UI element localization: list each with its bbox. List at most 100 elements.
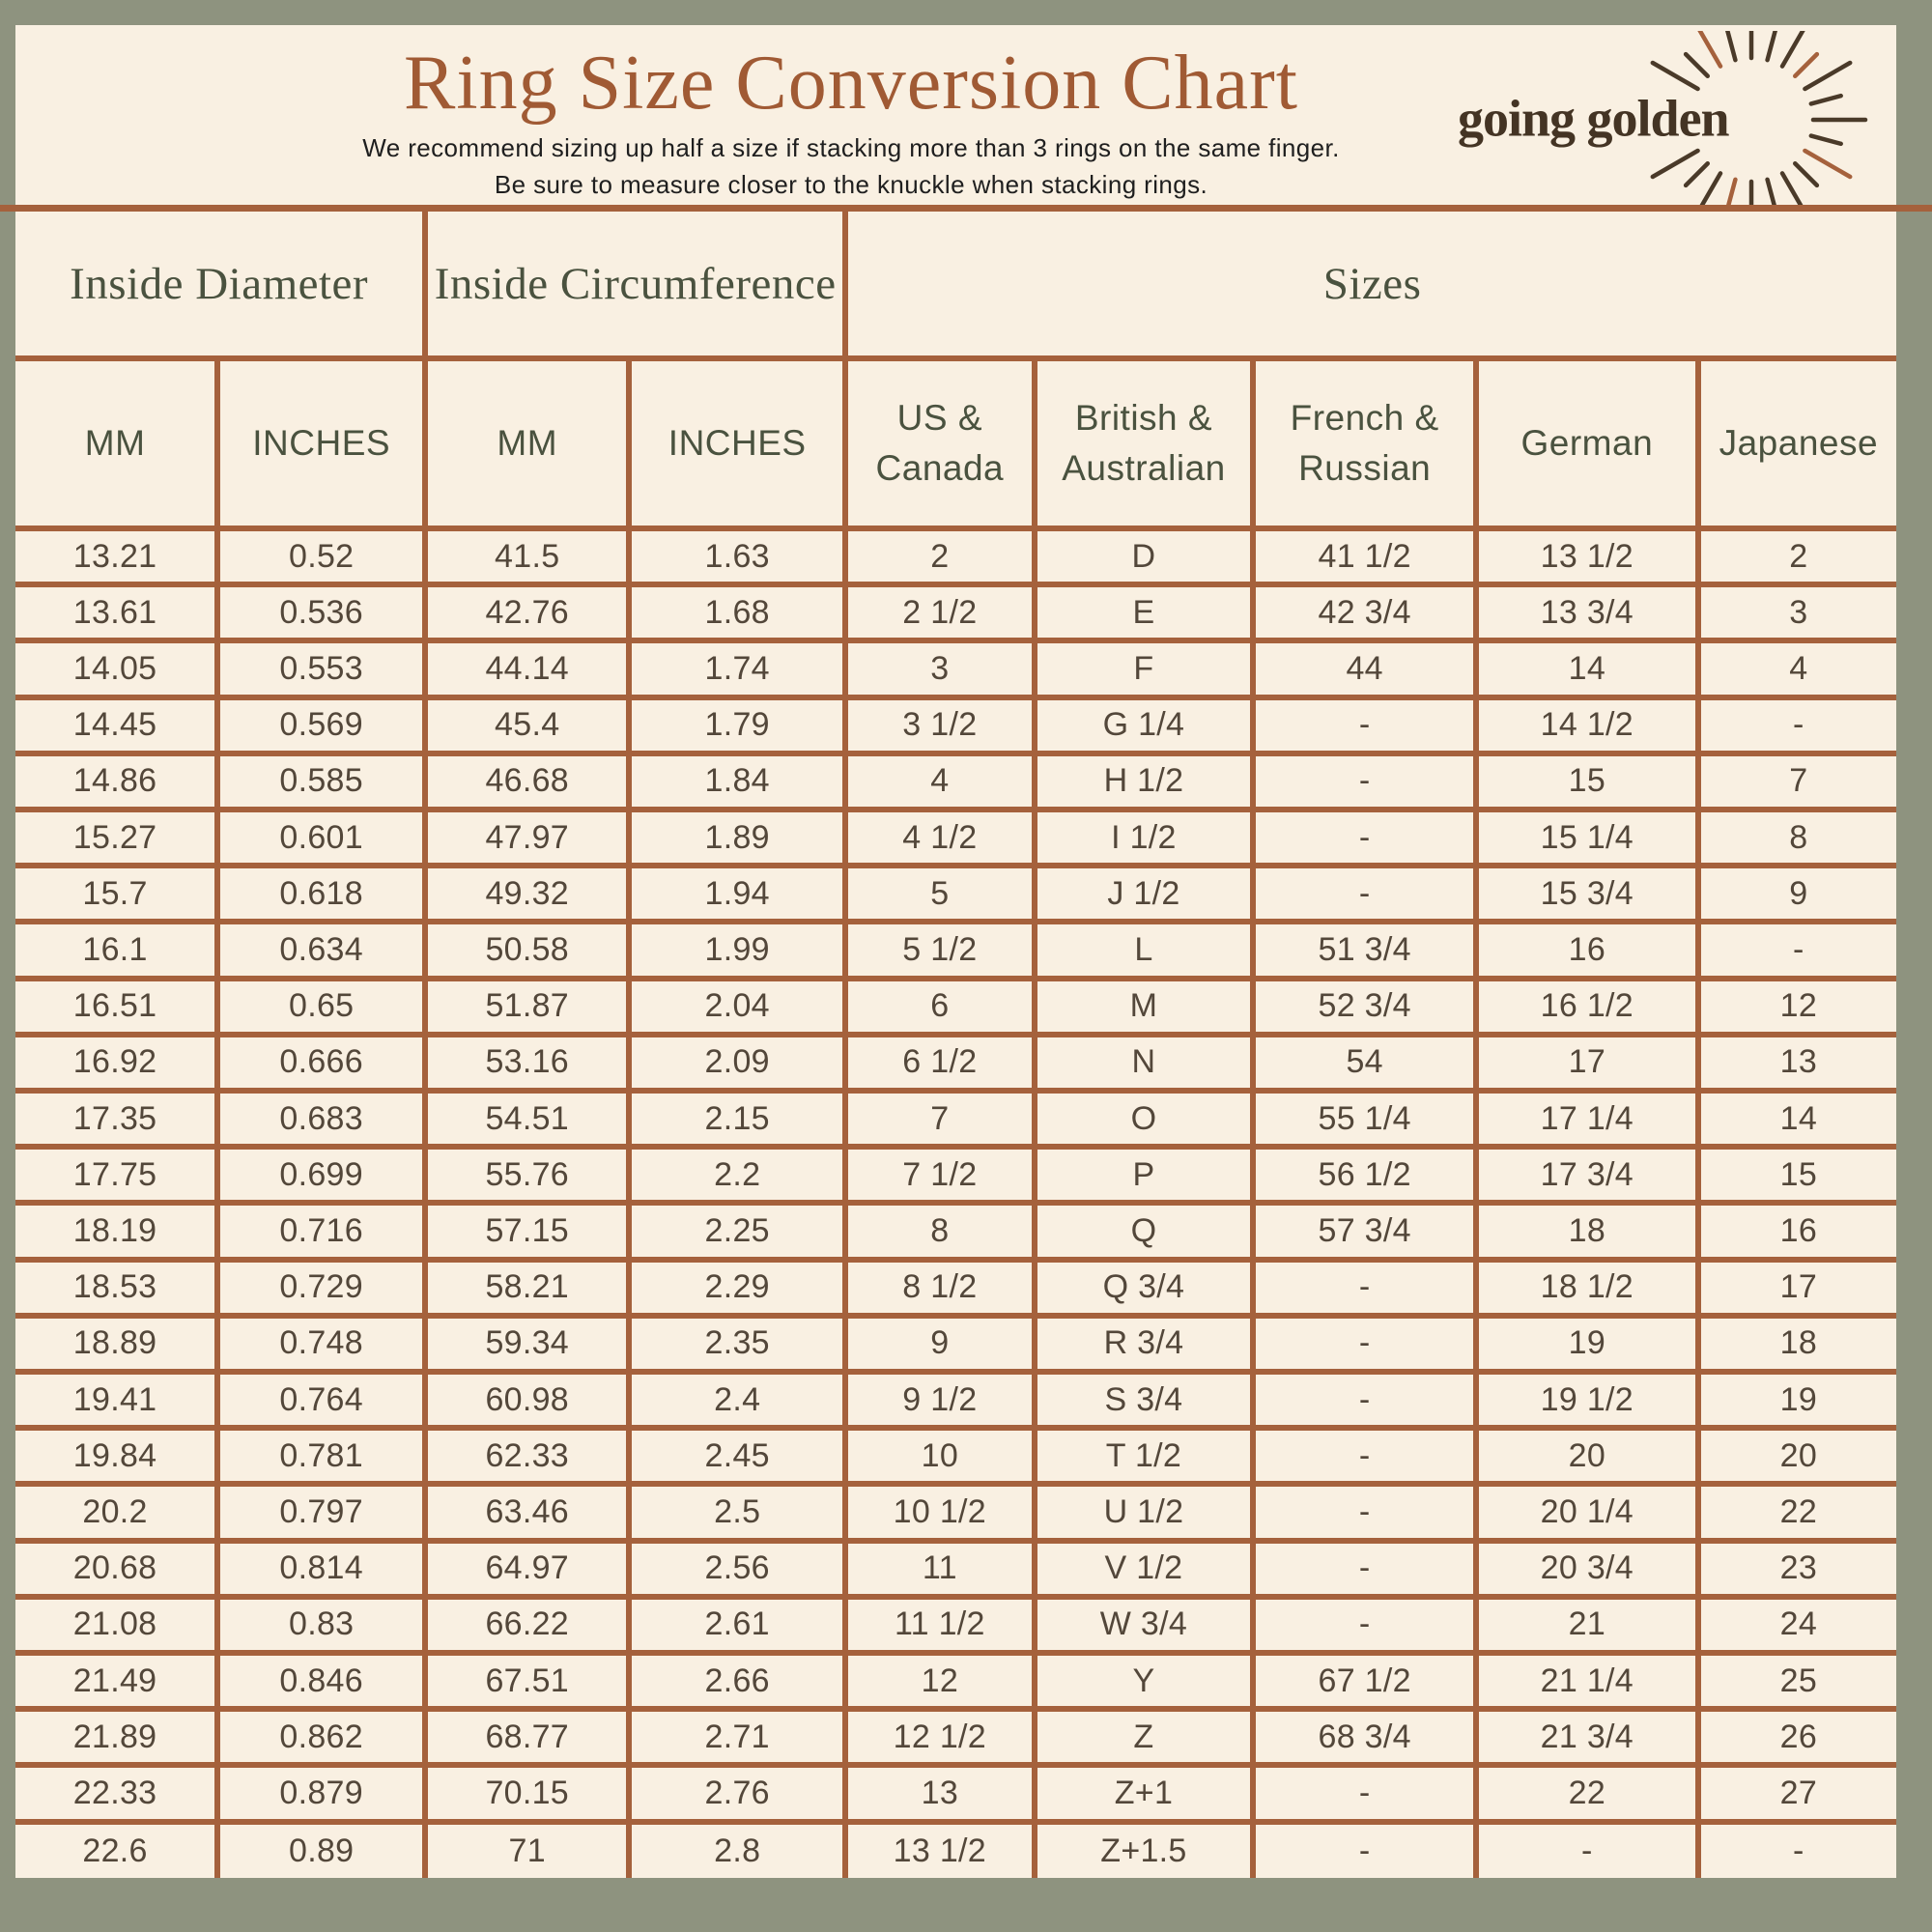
table-cell: 15: [1472, 750, 1701, 813]
table-cell: 27: [1694, 1762, 1896, 1825]
table-cell: -: [1250, 1369, 1479, 1432]
table-cell: 58.21: [422, 1256, 633, 1319]
table-cell: 12: [1694, 975, 1896, 1037]
column-header-diameter-inches: INCHES: [214, 355, 429, 531]
table-cell: O: [1031, 1088, 1257, 1151]
table-cell: 60.98: [422, 1369, 633, 1432]
table-cell: -: [1472, 1818, 1701, 1878]
table-cell: 23: [1694, 1537, 1896, 1600]
table-cell: 3: [842, 638, 1037, 700]
page-title: Ring Size Conversion Chart: [404, 41, 1298, 126]
table-cell: 0.846: [214, 1650, 429, 1713]
table-cell: 20: [1472, 1425, 1701, 1488]
table-cell: 68.77: [422, 1706, 633, 1769]
table-row: 16.51 0.65 51.87 2.04 6 M 52 3/4 16 1/2 12: [15, 975, 1896, 1037]
group-header-sizes: Sizes: [842, 209, 1896, 361]
table-group-header-row: Inside Diameter Inside Circumference Siz…: [15, 209, 1896, 361]
table-cell: 24: [1694, 1593, 1896, 1657]
table-cell: 44: [1250, 638, 1479, 700]
table-cell: 19.41: [15, 1369, 221, 1432]
table-cell: 14.05: [15, 638, 221, 700]
table-cell: Z+1: [1031, 1762, 1257, 1825]
table-cell: P: [1031, 1144, 1257, 1207]
table-cell: 5: [842, 863, 1037, 925]
table-cell: 4 1/2: [842, 807, 1037, 869]
table-row: 15.27 0.601 47.97 1.89 4 1/2 I 1/2-15 1/4 8: [15, 807, 1896, 869]
table-cell: 2.5: [626, 1481, 849, 1544]
table-cell: 59.34: [422, 1312, 633, 1376]
table-row: 18.19 0.716 57.15 2.25 8 Q 57 3/4 18 16: [15, 1200, 1896, 1263]
table-cell: 2.66: [626, 1650, 849, 1713]
table-cell: 0.536: [214, 582, 429, 644]
table-cell: 21 1/4: [1472, 1650, 1701, 1713]
table-body: 13.21 0.52 41.5 1.63 2 D 41 1/2 13 1/2 2 13.61 0.5…: [15, 525, 1896, 1878]
table-cell: -: [1250, 694, 1479, 756]
table-cell: 22.6: [15, 1818, 221, 1878]
column-header-us-canada: US & Canada: [842, 355, 1037, 531]
table-cell: 11 1/2: [842, 1593, 1037, 1657]
table-cell: 12 1/2: [842, 1706, 1037, 1769]
table-cell: R 3/4: [1031, 1312, 1257, 1376]
table-cell: 55.76: [422, 1144, 633, 1207]
table-cell: -: [1694, 694, 1896, 756]
table-cell: 51.87: [422, 975, 633, 1037]
table-row: 21.89 0.862 68.77 2.71 12 1/2 Z 68 3/4 21 3/4 26: [15, 1706, 1896, 1769]
table-cell: 0.699: [214, 1144, 429, 1207]
table-cell: 0.729: [214, 1256, 429, 1319]
table-cell: 6: [842, 975, 1037, 1037]
table-cell: 56 1/2: [1250, 1144, 1479, 1207]
table-cell: Y: [1031, 1650, 1257, 1713]
table-row: 19.84 0.781 62.33 2.45 10 T 1/2-20 20: [15, 1425, 1896, 1488]
header-divider: [0, 205, 1932, 212]
table-cell: 1.74: [626, 638, 849, 700]
table-cell: 9 1/2: [842, 1369, 1037, 1432]
table-cell: -: [1250, 750, 1479, 813]
table-cell: 0.634: [214, 919, 429, 981]
table-cell: 0.716: [214, 1200, 429, 1263]
logo-rays: [1650, 31, 1868, 211]
table-cell: 7: [842, 1088, 1037, 1151]
table-cell: 62.33: [422, 1425, 633, 1488]
table-cell: T 1/2: [1031, 1425, 1257, 1488]
table-cell: 0.569: [214, 694, 429, 756]
table-cell: 0.618: [214, 863, 429, 925]
table-cell: 18: [1472, 1200, 1701, 1263]
table-row: 21.08 0.83 66.22 2.61 11 1/2 W 3/4-21 24: [15, 1593, 1896, 1657]
table-cell: -: [1250, 1537, 1479, 1600]
table-cell: 52 3/4: [1250, 975, 1479, 1037]
brand-logo: going golden: [1444, 31, 1879, 211]
subtitle-line-1: We recommend sizing up half a size if st…: [362, 133, 1340, 162]
table-cell: 3 1/2: [842, 694, 1037, 756]
table-cell: -: [1250, 1481, 1479, 1544]
table-cell: 17 1/4: [1472, 1088, 1701, 1151]
table-row: 14.86 0.585 46.68 1.84 4 H 1/2-15 7: [15, 750, 1896, 813]
table-cell: 57 3/4: [1250, 1200, 1479, 1263]
table-cell: 14: [1472, 638, 1701, 700]
table-cell: 0.52: [214, 525, 429, 588]
table-cell: 42.76: [422, 582, 633, 644]
table-cell: 21: [1472, 1593, 1701, 1657]
table-row: 22.33 0.879 70.15 2.76 13 Z+1-22 27: [15, 1762, 1896, 1825]
table-cell: S 3/4: [1031, 1369, 1257, 1432]
table-cell: E: [1031, 582, 1257, 644]
table-cell: 15.27: [15, 807, 221, 869]
table-cell: 16.92: [15, 1031, 221, 1094]
table-cell: 16.51: [15, 975, 221, 1037]
table-row: 13.61 0.536 42.76 1.68 2 1/2 E 42 3/4 13 3/4 3: [15, 582, 1896, 644]
table-row: 19.41 0.764 60.98 2.4 9 1/2 S 3/4-19 1/2 19: [15, 1369, 1896, 1432]
table-cell: 18.89: [15, 1312, 221, 1376]
title-block: Ring Size Conversion Chart We recommend …: [15, 25, 1687, 203]
table-cell: 2.76: [626, 1762, 849, 1825]
table-row: 14.45 0.569 45.4 1.79 3 1/2 G 1/4-14 1/2-: [15, 694, 1896, 756]
table-cell: -: [1250, 1256, 1479, 1319]
subtitle-line-2: Be sure to measure closer to the knuckle…: [494, 170, 1208, 199]
table-cell: L: [1031, 919, 1257, 981]
table-cell: 17.35: [15, 1088, 221, 1151]
table-cell: 20 3/4: [1472, 1537, 1701, 1600]
table-cell: 0.683: [214, 1088, 429, 1151]
table-cell: 66.22: [422, 1593, 633, 1657]
table-cell: 2 1/2: [842, 582, 1037, 644]
table-cell: 2.15: [626, 1088, 849, 1151]
table-row: 15.7 0.618 49.32 1.94 5 J 1/2-15 3/4 9: [15, 863, 1896, 925]
table-row: 17.35 0.683 54.51 2.15 7 O 55 1/4 17 1/4 14: [15, 1088, 1896, 1151]
